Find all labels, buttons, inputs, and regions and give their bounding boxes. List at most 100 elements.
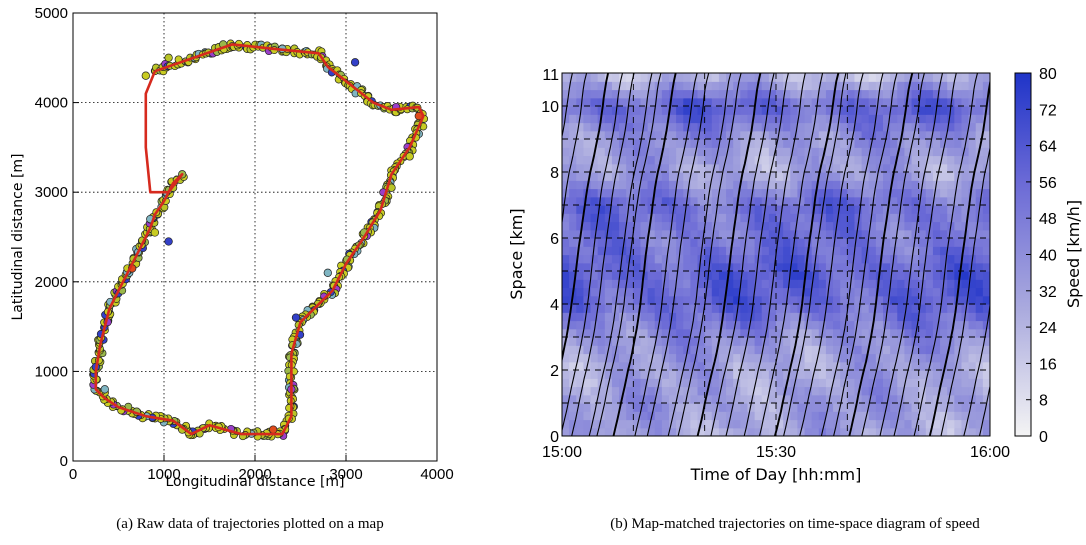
heatmap-cell xyxy=(569,279,577,289)
heatmap-cell xyxy=(576,213,584,223)
heatmap-cell xyxy=(811,262,820,272)
heatmap-cell xyxy=(897,246,905,256)
heatmap-cell xyxy=(804,155,813,165)
heatmap-cell xyxy=(804,147,813,157)
raw-data-point xyxy=(141,71,150,80)
heatmap-cell xyxy=(768,122,777,132)
heatmap-cell xyxy=(569,386,577,396)
heatmap-cell xyxy=(697,163,706,173)
heatmap-cell xyxy=(697,411,706,421)
heatmap-cell xyxy=(840,254,848,264)
heatmap-cell xyxy=(740,262,749,272)
heatmap-cell xyxy=(783,353,791,363)
heatmap-cell xyxy=(833,205,841,214)
heatmap-cell xyxy=(790,130,798,140)
heatmap-cell xyxy=(883,337,891,346)
heatmap-cell xyxy=(633,403,642,412)
heatmap-cell xyxy=(661,295,670,305)
heatmap-cell xyxy=(818,196,827,206)
heatmap-cell xyxy=(854,196,863,206)
heatmap-cell xyxy=(961,254,970,264)
heatmap-cell xyxy=(768,312,777,322)
heatmap-cell xyxy=(833,353,841,363)
heatmap-cell xyxy=(747,147,756,157)
heatmap-cell xyxy=(626,337,634,346)
heatmap-cell xyxy=(932,419,941,429)
heatmap-cell xyxy=(669,320,677,330)
heatmap-cell xyxy=(718,262,727,272)
heatmap-cell xyxy=(754,139,763,148)
heatmap-cell xyxy=(932,221,941,231)
heatmap-cell xyxy=(754,238,763,247)
heatmap-cell xyxy=(797,163,806,173)
heatmap-cell xyxy=(925,262,934,272)
heatmap-cell xyxy=(868,312,877,322)
heatmap-cell xyxy=(854,205,863,214)
heatmap-cell xyxy=(790,196,798,206)
heatmap-cell xyxy=(783,106,791,115)
heatmap-cell xyxy=(890,122,898,132)
heatmap-cell xyxy=(847,262,856,272)
heatmap-cell xyxy=(932,370,941,379)
heatmap-cell xyxy=(583,419,592,429)
heatmap-cell xyxy=(776,229,784,239)
heatmap-cell xyxy=(633,345,642,355)
heatmap-cell xyxy=(761,304,770,313)
heatmap-cell xyxy=(676,295,684,305)
heatmap-cell xyxy=(840,221,848,231)
heatmap-cell xyxy=(897,73,905,82)
colorbar-tick-label: 16 xyxy=(1039,356,1057,373)
heatmap-cell xyxy=(718,130,727,140)
heatmap-cell xyxy=(825,304,834,313)
heatmap-cell xyxy=(740,427,749,436)
heatmap-cell xyxy=(954,229,963,239)
heatmap-cell xyxy=(604,81,613,91)
heatmap-cell xyxy=(940,238,948,247)
heatmap-cell xyxy=(718,238,727,247)
heatmap-cell xyxy=(726,130,734,140)
heatmap-cell xyxy=(590,196,599,206)
heatmap-cell xyxy=(790,97,798,107)
heatmap-cell xyxy=(761,221,770,231)
heatmap-cell xyxy=(840,403,848,412)
heatmap-cell xyxy=(761,271,770,280)
heatmap-cell xyxy=(676,370,684,379)
heatmap-cell xyxy=(761,196,770,206)
heatmap-cell xyxy=(726,213,734,223)
heatmap-cell xyxy=(633,130,642,140)
heatmap-cell xyxy=(868,295,877,305)
heatmap-cell xyxy=(733,213,741,223)
heatmap-cell xyxy=(961,246,970,256)
heatmap-cell xyxy=(761,287,770,297)
heatmap-cell xyxy=(804,73,813,82)
heatmap-cell xyxy=(640,353,649,363)
heatmap-cell xyxy=(640,386,649,396)
heatmap-cell xyxy=(711,394,720,404)
heatmap-cell xyxy=(897,188,905,198)
colorbar-tick-label: 24 xyxy=(1039,320,1057,337)
heatmap-cell xyxy=(583,328,592,338)
heatmap-cell xyxy=(690,172,699,181)
heatmap-cell xyxy=(604,295,613,305)
heatmap-cell xyxy=(868,271,877,280)
heatmap-cell xyxy=(797,279,806,289)
heatmap-cell xyxy=(854,337,863,346)
heatmap-cell xyxy=(576,427,584,436)
heatmap-cell xyxy=(597,312,606,322)
heatmap-cell xyxy=(604,172,613,181)
heatmap-cell xyxy=(754,180,763,190)
heatmap-cell xyxy=(726,353,734,363)
heatmap-cell xyxy=(904,172,913,181)
heatmap-cell xyxy=(697,213,706,223)
heatmap-cell xyxy=(569,81,577,91)
heatmap-cell xyxy=(661,213,670,223)
heatmap-cell xyxy=(690,221,699,231)
heatmap-cell xyxy=(818,320,827,330)
heatmap-cell xyxy=(854,114,863,124)
heatmap-cell xyxy=(711,229,720,239)
heatmap-cell xyxy=(868,97,877,107)
heatmap-cell xyxy=(804,279,813,289)
heatmap-cell xyxy=(654,370,663,379)
raw-data-point xyxy=(164,53,173,62)
right-caption: (b) Map-matched trajectories on time-spa… xyxy=(610,516,980,532)
